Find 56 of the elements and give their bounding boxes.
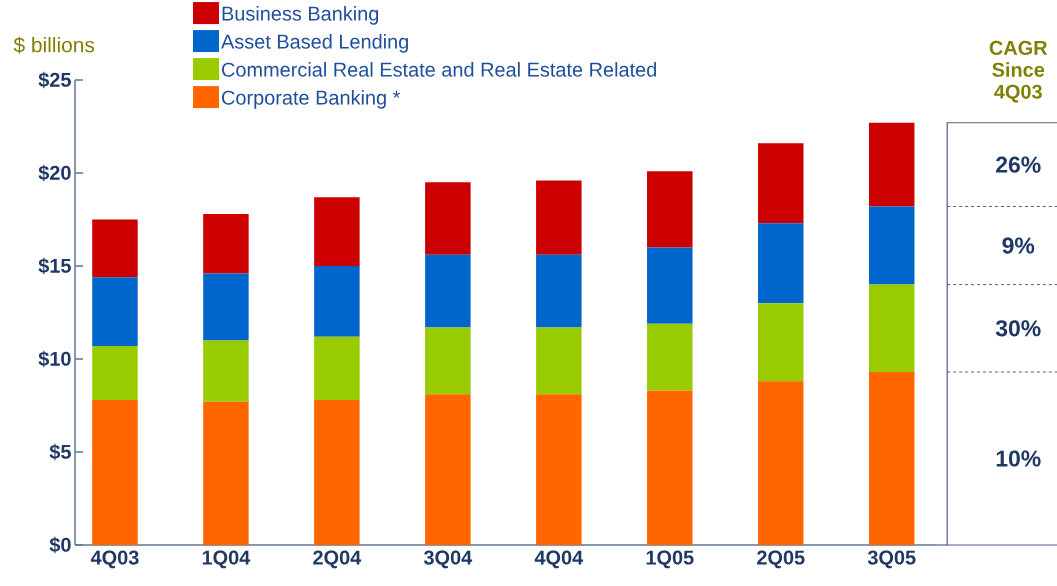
bar	[314, 266, 360, 337]
legend-label: Corporate Banking *	[222, 90, 401, 109]
x-tick-label: 2Q05	[757, 550, 805, 569]
bar	[425, 394, 471, 545]
bar	[868, 122, 915, 207]
y-axis-title: $ billions	[13, 36, 95, 54]
bar	[92, 277, 138, 346]
bar	[92, 399, 138, 545]
legend-label: Commercial Real Estate and Real Estate Related	[222, 62, 657, 77]
y-tick-label: $15	[38, 257, 71, 275]
bar	[536, 254, 582, 328]
bar	[868, 284, 915, 373]
y-tick-label: $20	[38, 164, 71, 182]
legend-label: Asset Based Lending	[221, 34, 408, 53]
bar	[425, 254, 471, 328]
text: 30%	[995, 320, 1041, 337]
y-tick-label: $5	[49, 443, 71, 461]
bar	[314, 336, 360, 400]
y-tick-label: $10	[38, 350, 71, 368]
bar	[425, 182, 471, 255]
y-tick-label: $0	[49, 536, 71, 554]
bar	[536, 180, 582, 255]
bar	[92, 345, 138, 400]
x-tick-label: 4Q03	[90, 550, 139, 569]
bar	[868, 372, 915, 545]
bar	[758, 381, 804, 545]
legend-label: Business Banking	[222, 6, 379, 25]
x-tick-label: 3Q04	[423, 550, 473, 569]
bar	[647, 390, 693, 545]
bar	[203, 340, 249, 402]
bar	[536, 327, 582, 395]
bar	[758, 303, 804, 382]
text: 9%	[1002, 237, 1035, 254]
text: 10%	[996, 450, 1041, 467]
bar	[758, 223, 804, 304]
x-tick-label: 3Q05	[867, 550, 916, 569]
text: CAGR Since 4Q03	[989, 40, 1048, 103]
x-tick-label: 1Q04	[202, 550, 251, 569]
bar	[536, 394, 582, 545]
bar	[314, 399, 360, 545]
bar	[314, 197, 360, 266]
bar	[647, 323, 693, 391]
bar	[203, 213, 249, 274]
bar	[647, 171, 693, 248]
text: 26%	[996, 156, 1041, 173]
bar	[647, 247, 693, 324]
bar	[758, 143, 804, 224]
x-tick-label: 1Q05	[646, 550, 694, 569]
bar	[203, 273, 249, 341]
x-tick-label: 2Q04	[313, 550, 362, 569]
bar	[425, 327, 471, 395]
x-tick-label: 4Q04	[534, 550, 584, 569]
bar	[868, 206, 915, 285]
y-tick-label: $25	[38, 71, 71, 89]
bar	[92, 219, 138, 278]
bar	[203, 401, 249, 545]
